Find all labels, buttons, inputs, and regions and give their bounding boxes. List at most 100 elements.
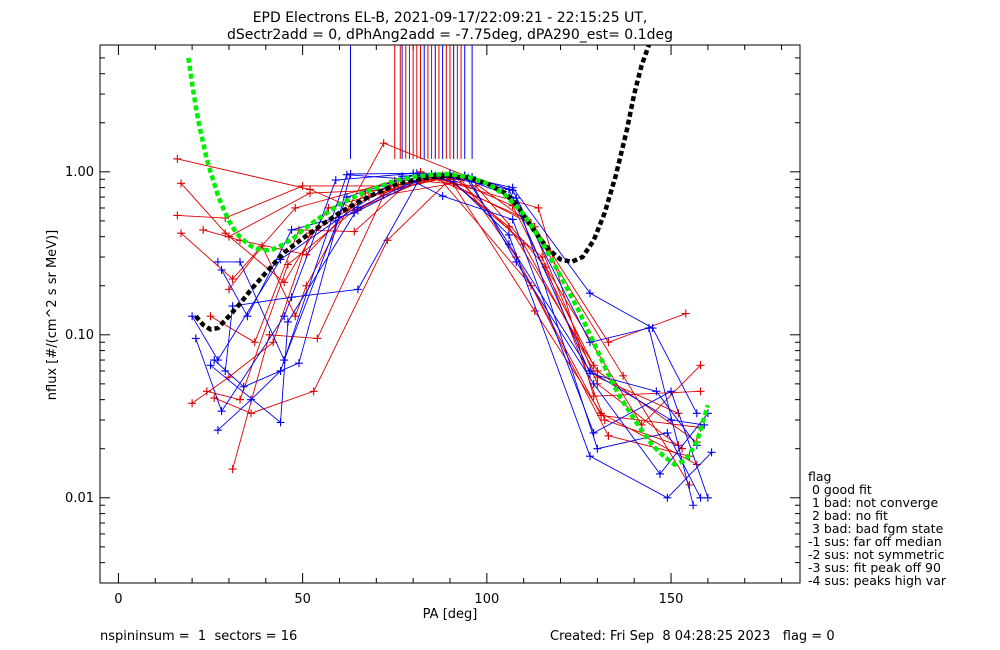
red-data-point <box>199 225 208 234</box>
red-data-point <box>173 211 182 220</box>
blue-series-line <box>191 173 698 414</box>
y-axis-label: nflux [#/(cm^2 s sr MeV)] <box>45 230 60 400</box>
legend-item: 2 bad: no fit <box>808 508 888 523</box>
red-data-point <box>250 338 259 347</box>
blue-data-point <box>667 387 676 396</box>
legend-item: -4 sus: peaks high var <box>808 573 947 588</box>
red-data-point <box>534 203 543 212</box>
x-tick-label: 100 <box>474 592 499 607</box>
red-series-line <box>191 177 690 457</box>
blue-data-point <box>221 366 230 375</box>
red-series-line <box>203 175 683 450</box>
red-series-line <box>214 178 698 465</box>
red-data-point <box>258 242 267 251</box>
red-data-point <box>224 285 233 294</box>
blue-data-point <box>667 416 676 425</box>
blue-data-point <box>644 324 653 333</box>
red-data-point <box>228 274 237 283</box>
red-series-line <box>210 171 690 486</box>
fit-curves <box>186 44 711 468</box>
blue-series-line <box>213 172 701 499</box>
red-data-point <box>298 181 307 190</box>
red-series-line <box>206 176 701 401</box>
red-data-point <box>681 309 690 318</box>
x-axis-label: PA [deg] <box>423 607 478 622</box>
footer-left: nspininsum = 1 sectors = 16 <box>100 629 297 644</box>
red-data-point <box>177 179 186 188</box>
blue-data-point <box>239 382 248 391</box>
red-data-point <box>604 338 613 347</box>
red-data-point <box>228 465 237 474</box>
blue-data-point <box>331 176 340 185</box>
red-data-point <box>619 371 628 380</box>
x-tick-label: 50 <box>294 592 311 607</box>
blue-data-point <box>217 407 226 416</box>
legend-item: 1 bad: not converge <box>808 495 938 510</box>
red-data-point <box>306 189 314 198</box>
blue-data-point <box>586 289 594 298</box>
blue-data-point <box>589 379 598 388</box>
blue-data-point <box>512 194 521 203</box>
x-tick-label: 0 <box>114 592 122 607</box>
blue-series-line <box>217 175 694 506</box>
red-data-point <box>696 361 705 370</box>
blue-data-point <box>276 418 285 427</box>
blue-data-point <box>280 312 289 321</box>
green-fit-curve <box>186 57 711 468</box>
blue-data-point <box>593 444 602 453</box>
blue-data-point <box>213 257 222 266</box>
black-fit-curve <box>194 44 652 332</box>
red-data-point <box>206 312 215 321</box>
blue-data-point <box>504 185 513 194</box>
blue-data-point <box>508 186 517 195</box>
legend-item: 3 bad: bad fgm state <box>808 521 944 536</box>
red-data-point <box>221 229 230 238</box>
legend-item: -3 sus: fit peak off 90 <box>808 560 941 575</box>
blue-series-line <box>217 174 709 498</box>
red-data-point <box>291 203 300 212</box>
blue-data-point <box>438 192 447 201</box>
x-tick-label: 150 <box>659 592 684 607</box>
vertical-lines <box>350 45 473 159</box>
legend-item: 0 good fit <box>808 482 872 497</box>
blue-data-point <box>504 230 513 239</box>
red-data-point <box>379 139 388 148</box>
chart-title-line1: EPD Electrons EL-B, 2021-09-17/22:09:21 … <box>253 10 648 26</box>
blue-series-line <box>224 175 705 426</box>
blue-data-point <box>346 169 355 178</box>
legend-title: flag <box>808 469 831 484</box>
red-series-line <box>232 182 679 470</box>
blue-data-point <box>586 452 594 461</box>
blue-data-point <box>656 469 664 478</box>
blue-data-point <box>287 293 296 302</box>
axis-ticks: 0 50 100 150 0.01 0.10 1.00 <box>65 44 800 607</box>
y-tick-label: 0.10 <box>65 328 94 343</box>
blue-data-point <box>206 361 215 370</box>
blue-data-point <box>294 359 303 368</box>
red-series-line <box>180 178 701 428</box>
blue-data-point <box>283 317 292 326</box>
blue-data-point <box>247 395 256 404</box>
footer-right: Created: Fri Sep 8 04:28:25 2023 flag = … <box>550 629 835 644</box>
red-data-point <box>291 312 300 321</box>
red-series-line <box>225 180 701 426</box>
red-data-point <box>202 387 211 396</box>
blue-data-point <box>243 312 252 321</box>
red-data-point <box>600 416 609 425</box>
blue-data-point <box>512 257 521 266</box>
red-data-point <box>309 387 318 396</box>
red-data-point <box>188 399 197 408</box>
blue-data-point <box>213 426 222 435</box>
red-data-point <box>177 229 186 238</box>
legend-item: -2 sus: not symmetric <box>808 547 944 562</box>
red-data-point <box>589 392 598 401</box>
red-data-point <box>383 236 392 245</box>
blue-data-point <box>508 215 517 224</box>
red-data-point <box>685 480 694 489</box>
red-data-point <box>350 227 359 236</box>
blue-data-point <box>217 265 226 274</box>
blue-data-point <box>236 257 244 266</box>
y-tick-label: 1.00 <box>65 165 94 180</box>
blue-data-point <box>210 356 219 365</box>
